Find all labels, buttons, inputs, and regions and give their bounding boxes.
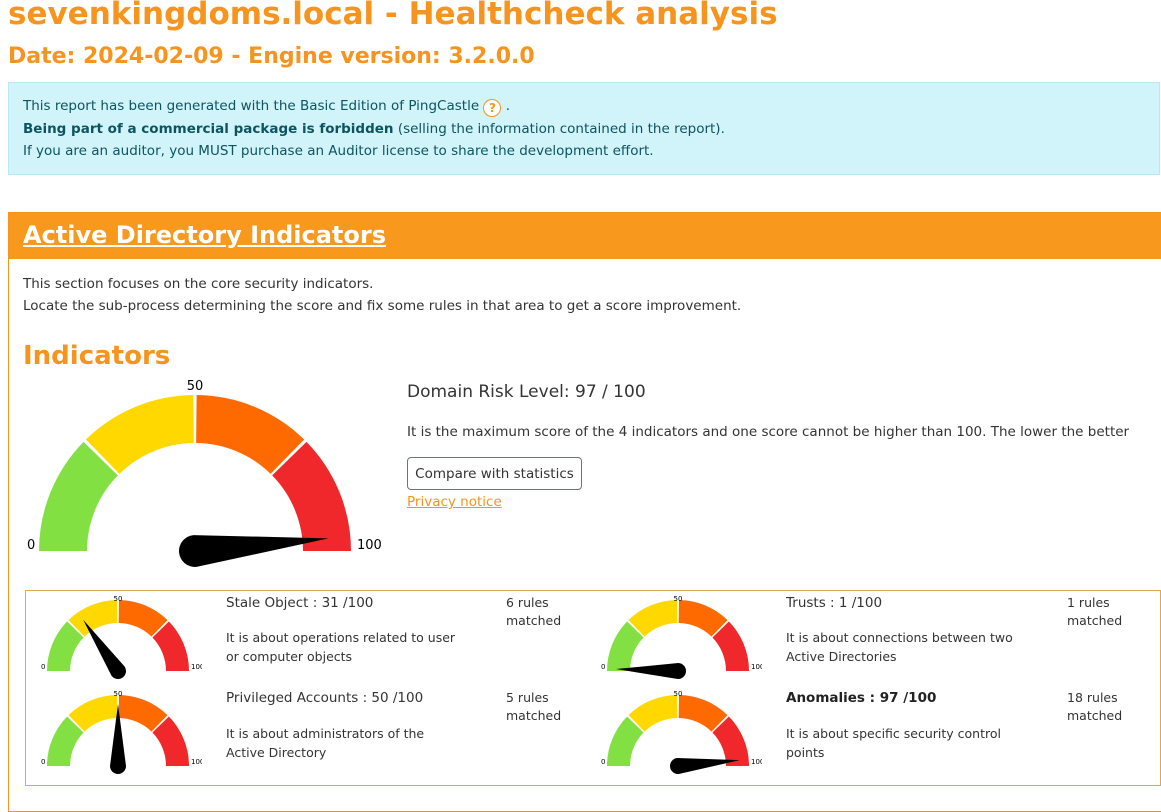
gauge-label-min: 0 [27, 538, 35, 553]
gauge-segment-low [47, 621, 84, 671]
gauge-label-min: 0 [601, 663, 605, 671]
gauge-segment-medium [68, 600, 118, 637]
gauge-label-max: 100 [751, 663, 762, 671]
gauge-label-max: 100 [191, 758, 202, 766]
gauge-segment-medium [628, 695, 678, 732]
license-line-1: This report has been generated with the … [23, 98, 510, 117]
gauge-needle [110, 704, 126, 774]
gauge-segment-low [47, 716, 84, 766]
help-icon[interactable]: ? [483, 99, 502, 117]
gauge-needle [670, 758, 740, 774]
anomalies-rules: 18 rules matched [1067, 689, 1137, 725]
section-description-1: This section focuses on the core securit… [23, 276, 374, 292]
privileged-accounts-title: Privileged Accounts : 50 /100 [226, 690, 424, 706]
gauge-label-mid: 50 [114, 595, 123, 603]
gauge-segment-high [678, 695, 728, 732]
anomalies-description: It is about specific security control po… [786, 726, 1001, 760]
gauge-needle [83, 619, 126, 679]
gauge-needle [616, 663, 686, 679]
license-forbidden-text: Being part of a commercial package is fo… [23, 121, 394, 137]
anomalies-rules-matched: matched [1067, 708, 1123, 723]
indicator-breakdown: 0 50 100 Stale Object : 31 /100 6 rules ma… [25, 590, 1161, 786]
report-title: sevenkingdoms.local - Healthcheck analys… [8, 0, 778, 32]
privileged-accounts-gauge: 0 50 100 [41, 690, 202, 774]
gauge-label-mid: 50 [674, 690, 683, 698]
gauge-label-max: 100 [357, 538, 382, 553]
indicators-heading: Indicators [23, 341, 171, 371]
trusts-gauge: 0 50 100 [601, 595, 762, 679]
stale-object-description: It is about operations related to user o… [226, 630, 456, 664]
gauge-segment-medium [628, 600, 678, 637]
stale-object-rules-count: 6 rules [506, 595, 549, 610]
license-line-1-text: This report has been generated with the … [23, 98, 480, 114]
privileged-accounts-rules-matched: matched [506, 708, 562, 723]
gauge-segment-critical [152, 621, 189, 671]
gauge-segment-high [678, 600, 728, 637]
card-header: Active Directory Indicators [9, 213, 1161, 259]
anomalies-rules-count: 18 rules [1067, 690, 1118, 705]
gauge-label-min: 0 [601, 758, 605, 766]
gauge-segment-medium [85, 395, 194, 474]
domain-risk-gauge: 0 50 100 [27, 379, 382, 567]
section-description-2: Locate the sub-process determining the s… [23, 298, 742, 314]
license-line-2-rest: (selling the information contained in th… [393, 121, 725, 137]
indicators-card: Active Directory Indicators This section… [8, 212, 1161, 812]
privileged-accounts-rules-count: 5 rules [506, 690, 549, 705]
license-line-3: If you are an auditor, you MUST purchase… [23, 143, 654, 159]
gauge-label-mid: 50 [187, 379, 204, 394]
gauge-label-max: 100 [751, 758, 762, 766]
trusts-title: Trusts : 1 /100 [786, 595, 883, 611]
trusts-description: It is about connections between two Acti… [786, 630, 1013, 664]
stale-object-rules-matched: matched [506, 613, 562, 628]
stale-object-title: Stale Object : 31 /100 [226, 595, 374, 611]
anomalies-title: Anomalies : 97 /100 [786, 690, 937, 706]
domain-risk-title: Domain Risk Level: 97 / 100 [407, 382, 646, 402]
gauge-segment-critical [712, 621, 749, 671]
privileged-accounts-rules: 5 rules matched [506, 689, 576, 725]
card-header-title[interactable]: Active Directory Indicators [23, 221, 386, 249]
gauge-label-mid: 50 [114, 690, 123, 698]
gauge-segment-critical [272, 441, 351, 551]
gauge-label-min: 0 [41, 758, 45, 766]
gauge-segment-high [118, 600, 168, 637]
license-line-2: Being part of a commercial package is fo… [23, 121, 725, 137]
gauge-label-mid: 50 [674, 595, 683, 603]
gauge-segment-low [607, 716, 644, 766]
license-line-1-end: . [505, 98, 511, 114]
privileged-accounts-description: It is about administrators of the Active… [226, 726, 425, 760]
anomalies-gauge: 0 50 100 [601, 690, 762, 774]
gauge-segment-high [118, 695, 168, 732]
gauge-segment-low [607, 621, 644, 671]
license-notice: This report has been generated with the … [8, 82, 1160, 175]
compare-statistics-button[interactable]: Compare with statistics [407, 457, 582, 490]
stale-object-rules: 6 rules matched [506, 594, 576, 630]
domain-risk-description: It is the maximum score of the 4 indicat… [407, 424, 1130, 440]
gauge-segment-critical [712, 716, 749, 766]
gauge-label-min: 0 [41, 663, 45, 671]
trusts-rules: 1 rules matched [1067, 594, 1137, 630]
privacy-notice-link[interactable]: Privacy notice [407, 494, 502, 510]
trusts-rules-matched: matched [1067, 613, 1123, 628]
gauge-segment-low [39, 441, 118, 551]
gauge-segment-medium [68, 695, 118, 732]
gauge-label-max: 100 [191, 663, 202, 671]
trusts-rules-count: 1 rules [1067, 595, 1110, 610]
gauge-segment-critical [152, 716, 189, 766]
gauge-segment-high [196, 395, 305, 474]
report-subtitle: Date: 2024-02-09 - Engine version: 3.2.0… [8, 44, 535, 69]
stale-object-gauge: 0 50 100 [41, 595, 202, 679]
gauge-needle [179, 535, 329, 567]
